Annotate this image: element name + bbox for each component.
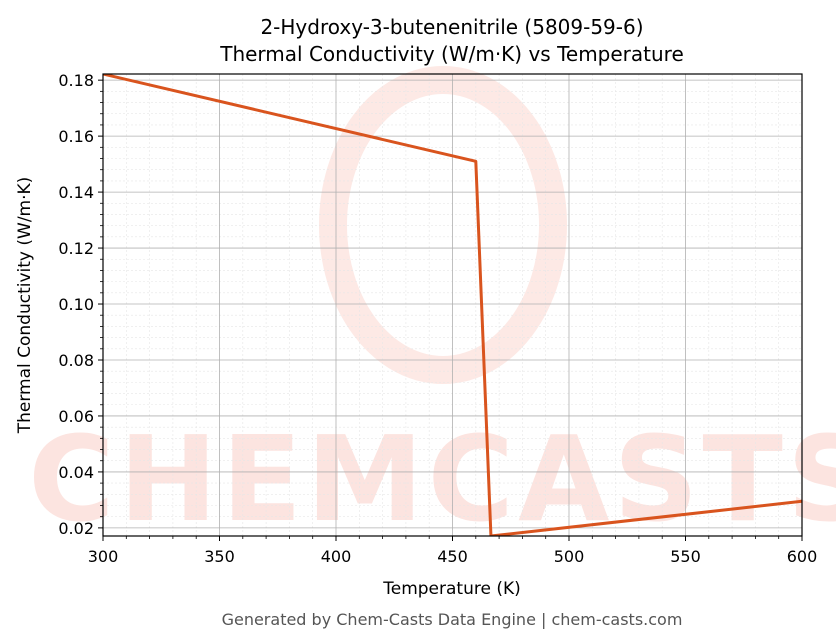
x-axis-label: Temperature (K): [382, 579, 521, 599]
data-line: [103, 74, 802, 536]
x-tick-label: 350: [204, 547, 235, 566]
x-tick-label: 500: [554, 547, 585, 566]
chart-subtitle: Thermal Conductivity (W/m·K) vs Temperat…: [219, 42, 684, 66]
y-tick-label: 0.02: [58, 519, 94, 538]
x-tick-label: 600: [787, 547, 818, 566]
y-tick-label: 0.18: [58, 71, 94, 90]
x-tick-label: 550: [670, 547, 701, 566]
x-tick-label: 450: [437, 547, 468, 566]
y-tick-label: 0.10: [58, 295, 94, 314]
y-axis-label: Thermal Conductivity (W/m·K): [15, 177, 35, 435]
watermark: CHEMCASTS: [28, 410, 836, 548]
plot-frame: [102, 73, 803, 537]
y-tick-label: 0.14: [58, 183, 94, 202]
x-tick-label: 300: [88, 547, 119, 566]
x-tick-label: 400: [321, 547, 352, 566]
y-tick-label: 0.12: [58, 239, 94, 258]
y-tick-label: 0.08: [58, 351, 94, 370]
chart-title: 2-Hydroxy-3-butenenitrile (5809-59-6): [260, 15, 643, 39]
footer: Generated by Chem-Casts Data Engine | ch…: [222, 610, 683, 629]
y-tick-label: 0.16: [58, 127, 94, 146]
y-tick-label: 0.04: [58, 463, 94, 482]
y-tick-label: 0.06: [58, 407, 94, 426]
